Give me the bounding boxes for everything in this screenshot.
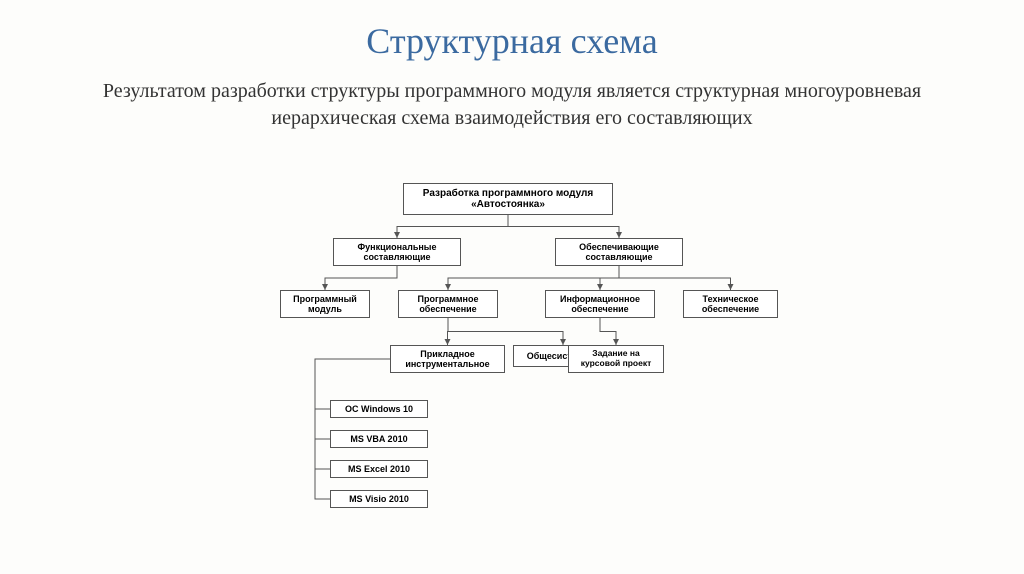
node-task: Задание на курсовой проект <box>568 345 664 373</box>
diagram-connectors <box>0 0 1024 574</box>
node-prov: Обеспечивающие составляющие <box>555 238 683 266</box>
structure-diagram: Разработка программного модуля «Автостоя… <box>0 0 1024 574</box>
node-info: Информационное обеспечение <box>545 290 655 318</box>
node-root: Разработка программного модуля «Автостоя… <box>403 183 613 215</box>
node-soft: Программное обеспечение <box>398 290 498 318</box>
node-excel: MS Excel 2010 <box>330 460 428 478</box>
node-tech: Техническое обеспечение <box>683 290 778 318</box>
node-visio: MS Visio 2010 <box>330 490 428 508</box>
node-func: Функциональные составляющие <box>333 238 461 266</box>
node-win: OC Windows 10 <box>330 400 428 418</box>
node-vba: MS VBA 2010 <box>330 430 428 448</box>
node-pm: Программный модуль <box>280 290 370 318</box>
node-app: Прикладное инструментальное <box>390 345 505 373</box>
